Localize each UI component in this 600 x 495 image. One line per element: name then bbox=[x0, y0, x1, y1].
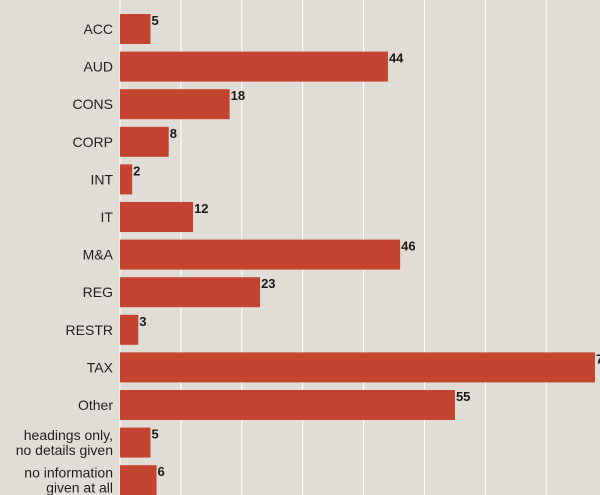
value-label: 44 bbox=[389, 51, 404, 66]
bar bbox=[120, 126, 169, 157]
value-label: 3 bbox=[139, 314, 146, 329]
category-label: headings only, no details given bbox=[16, 427, 113, 458]
bar bbox=[120, 390, 455, 420]
bar bbox=[120, 465, 157, 495]
value-label: 46 bbox=[401, 239, 415, 254]
bar bbox=[120, 239, 401, 270]
bar bbox=[120, 51, 388, 82]
category-label: CONS bbox=[73, 96, 113, 112]
category-labels: ACC AUD CONS CORP INT IT M&A REG RESTR TAX Other he… bbox=[16, 21, 114, 495]
bar bbox=[120, 352, 596, 383]
bar bbox=[120, 277, 261, 308]
bar bbox=[120, 314, 139, 345]
bar bbox=[120, 202, 194, 232]
bar bbox=[120, 427, 151, 458]
bar bbox=[120, 14, 151, 44]
bars bbox=[120, 14, 596, 495]
category-label: IT bbox=[101, 209, 114, 225]
category-label: Other bbox=[78, 397, 113, 413]
category-label: RESTR bbox=[66, 322, 113, 338]
bar bbox=[120, 164, 133, 195]
category-label: ACC bbox=[83, 21, 113, 37]
value-label: 55 bbox=[456, 389, 470, 404]
category-label: REG bbox=[83, 284, 113, 300]
value-label: 7 bbox=[596, 351, 600, 366]
value-label: 5 bbox=[151, 13, 158, 28]
value-label: 23 bbox=[261, 276, 275, 291]
bar bbox=[120, 89, 230, 120]
value-label: 2 bbox=[133, 163, 140, 178]
category-label: M&A bbox=[83, 247, 114, 263]
value-label: 6 bbox=[158, 464, 165, 479]
value-label: 12 bbox=[194, 201, 208, 216]
category-label: no information given at all bbox=[24, 465, 113, 495]
category-label: AUD bbox=[83, 59, 113, 75]
category-label: CORP bbox=[73, 134, 113, 150]
value-label: 8 bbox=[170, 126, 177, 141]
category-label: TAX bbox=[87, 359, 114, 375]
value-label: 5 bbox=[151, 427, 158, 442]
value-label: 18 bbox=[231, 88, 245, 103]
category-label: INT bbox=[90, 171, 113, 187]
